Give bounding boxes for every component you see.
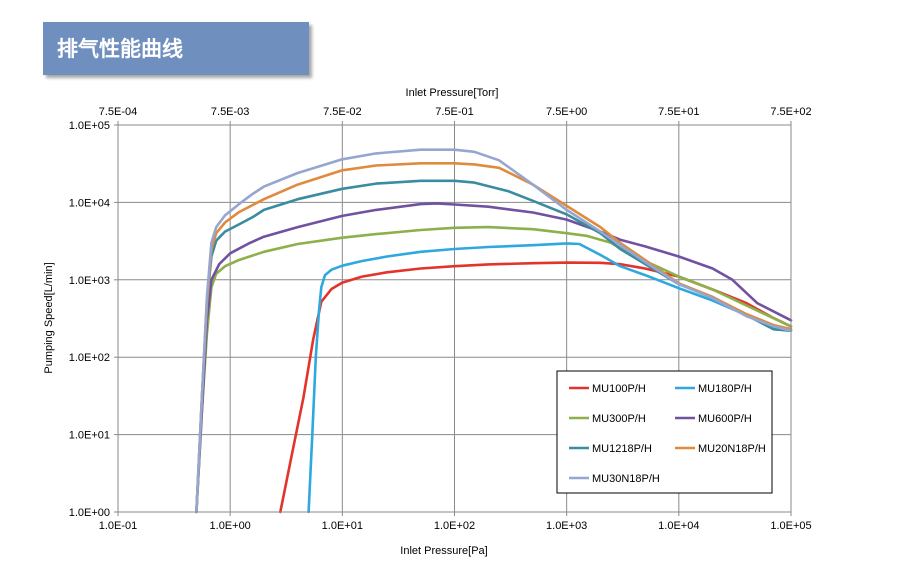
y-tick-label: 1.0E+04 [69,197,110,209]
legend-label: MU600P/H [698,413,752,425]
x-tick-label: 1.0E+05 [770,520,811,532]
section-title: 排气性能曲线 [57,37,183,61]
series-line-2 [195,225,793,514]
y-tick-label: 1.0E+01 [69,430,110,442]
x2-tick-label: 7.5E-01 [435,106,474,118]
tick-labels: 1.0E-01 1.0E+00 1.0E+01 1.0E+02 1.0E+03 1.0E+… [69,106,812,532]
legend-label: MU20N18P/H [698,443,766,455]
legend-label: MU30N18P/H [592,473,660,485]
series-line-3 [195,202,793,514]
legend-label: MU180P/H [698,383,752,395]
legend-label: MU100P/H [592,383,646,395]
legend-label: MU1218P/H [592,443,652,455]
x2-axis-title: Inlet Pressure[Torr] [406,87,499,99]
y-tick-label: 1.0E+02 [69,352,110,364]
series-line-6 [195,148,793,514]
legend-box [556,370,773,494]
y-tick-label: 1.0E+00 [69,507,110,519]
x-tick-label: 1.0E+02 [434,520,475,532]
x2-tick-label: 7.5E-02 [323,106,362,118]
legend: MU100P/H MU180P/H MU300P/H MU600P/H MU1218P/… [556,370,773,494]
x2-tick-label: 7.5E+02 [770,106,811,118]
y-tick-label: 1.0E+03 [69,275,110,287]
series-lines [195,148,793,514]
x-axis-title: Inlet Pressure[Pa] [400,545,487,557]
x-tick-label: 1.0E+00 [210,520,251,532]
x2-tick-label: 7.5E-03 [211,106,250,118]
y-tick-label: 1.0E+05 [69,120,110,132]
x2-tick-label: 7.5E+00 [546,106,587,118]
x2-tick-label: 7.5E+01 [658,106,699,118]
legend-label: MU300P/H [592,413,646,425]
x-tick-label: 1.0E+01 [322,520,363,532]
x2-tick-label: 7.5E-04 [99,106,138,118]
x-tick-label: 1.0E+04 [658,520,699,532]
x-tick-label: 1.0E-01 [99,520,138,532]
x-tick-label: 1.0E+03 [546,520,587,532]
section-title-banner: 排气性能曲线 [43,22,309,75]
y-axis-title: Pumping Speed[L/min] [43,262,55,373]
series-line-1 [307,242,793,514]
